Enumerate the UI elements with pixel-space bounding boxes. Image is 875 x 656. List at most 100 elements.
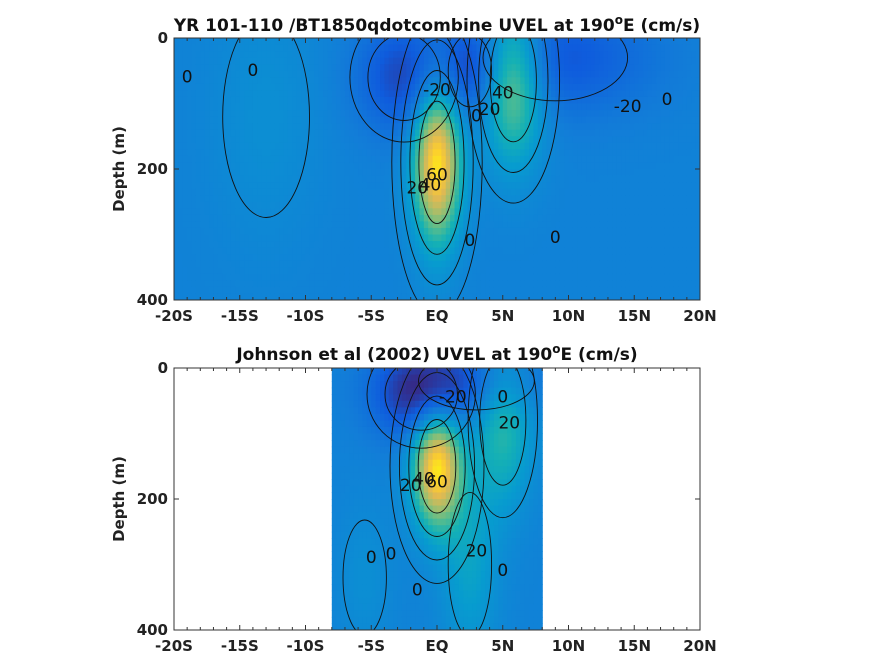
heatmap-cell: [226, 90, 232, 98]
heatmap-cell: [248, 195, 254, 203]
heatmap-cell: [511, 221, 517, 229]
heatmap-cell: [410, 149, 416, 157]
heatmap-cell: [419, 103, 425, 111]
heatmap-cell: [415, 280, 421, 288]
heatmap-cell: [292, 214, 298, 222]
heatmap-cell: [327, 77, 333, 85]
heatmap-cell: [349, 149, 355, 157]
heatmap-cell: [493, 70, 499, 78]
heatmap-cell: [327, 51, 333, 59]
heatmap-cell: [204, 234, 210, 242]
heatmap-cell: [353, 77, 359, 85]
heatmap-cell: [174, 267, 179, 275]
heatmap-cell: [542, 149, 548, 157]
heatmap-cell: [660, 293, 666, 300]
heatmap-cell: [274, 149, 280, 157]
heatmap-cell: [629, 64, 635, 72]
heatmap-cell: [678, 286, 684, 295]
heatmap-cell: [200, 155, 206, 164]
heatmap-cell: [244, 201, 250, 209]
heatmap-cell: [349, 123, 355, 131]
heatmap-cell: [555, 70, 561, 78]
heatmap-cell: [327, 241, 333, 249]
heatmap-cell: [450, 136, 456, 144]
heatmap-cell: [660, 254, 666, 262]
heatmap-cell: [336, 208, 342, 216]
heatmap-cell: [480, 214, 486, 222]
heatmap-cell: [502, 142, 508, 150]
contour-line: [418, 100, 456, 225]
heatmap-cell: [235, 155, 241, 164]
heatmap-cell: [607, 38, 613, 46]
heatmap-cell: [550, 44, 556, 52]
heatmap-cell: [564, 70, 570, 78]
heatmap-cell: [537, 83, 543, 91]
heatmap-cell: [366, 208, 372, 216]
heatmap-cell: [450, 116, 456, 124]
heatmap-cell: [695, 254, 700, 262]
heatmap-cell: [406, 77, 412, 85]
heatmap-cell: [344, 280, 350, 288]
heatmap-cell: [489, 188, 495, 196]
heatmap-cell: [235, 267, 241, 275]
heatmap-cell: [226, 175, 232, 183]
heatmap-cell: [524, 221, 530, 229]
heatmap-cell: [375, 44, 381, 52]
heatmap-cell: [678, 44, 684, 52]
heatmap-cell: [686, 293, 692, 300]
heatmap-cell: [279, 227, 285, 236]
heatmap-cell: [647, 142, 653, 150]
heatmap-cell: [266, 90, 272, 98]
heatmap-cell: [204, 293, 210, 300]
heatmap-cell: [629, 51, 635, 59]
heatmap-cell: [572, 142, 578, 150]
heatmap-cell: [572, 155, 578, 164]
heatmap-cell: [261, 260, 267, 268]
heatmap-cell: [318, 227, 324, 236]
heatmap-cell: [380, 77, 385, 85]
heatmap-cell: [380, 64, 385, 72]
heatmap-cell: [643, 241, 648, 249]
heatmap-cell: [651, 110, 657, 118]
heatmap-cell: [292, 208, 298, 216]
heatmap-cell: [366, 83, 372, 91]
heatmap-cell: [691, 254, 697, 262]
heatmap-cell: [450, 123, 456, 131]
heatmap-cell: [612, 188, 618, 196]
heatmap-cell: [669, 208, 675, 216]
heatmap-cell: [226, 201, 232, 209]
heatmap-cell: [463, 286, 469, 295]
heatmap-cell: [511, 286, 517, 295]
heatmap-cell: [287, 129, 293, 137]
heatmap-cell: [454, 51, 460, 59]
heatmap-cell: [669, 175, 675, 183]
heatmap-cell: [485, 129, 491, 137]
heatmap-cell: [493, 273, 499, 281]
heatmap-cell: [393, 234, 399, 242]
heatmap-cell: [314, 260, 320, 268]
heatmap-cell: [643, 247, 648, 255]
heatmap-cell: [178, 208, 184, 216]
heatmap-cell: [362, 129, 368, 137]
heatmap-cell: [577, 38, 583, 46]
heatmap-cell: [472, 182, 478, 190]
heatmap-cell: [397, 208, 403, 216]
heatmap-cell: [410, 195, 416, 203]
heatmap-cell: [472, 286, 478, 295]
heatmap-cell: [493, 280, 499, 288]
heatmap-cell: [248, 103, 254, 111]
heatmap-cell: [502, 286, 508, 295]
heatmap-cell: [261, 267, 267, 275]
heatmap-cell: [441, 129, 447, 137]
heatmap-cell: [629, 155, 635, 164]
heatmap-cell: [270, 267, 276, 275]
heatmap-cell: [524, 149, 530, 157]
heatmap-cell: [546, 129, 552, 137]
heatmap-cell: [555, 136, 561, 144]
heatmap-cell: [375, 83, 381, 91]
heatmap-cell: [274, 51, 280, 59]
heatmap-cell: [397, 77, 403, 85]
heatmap-cell: [423, 57, 429, 65]
heatmap-cell: [213, 247, 219, 255]
heatmap-cell: [331, 557, 337, 566]
